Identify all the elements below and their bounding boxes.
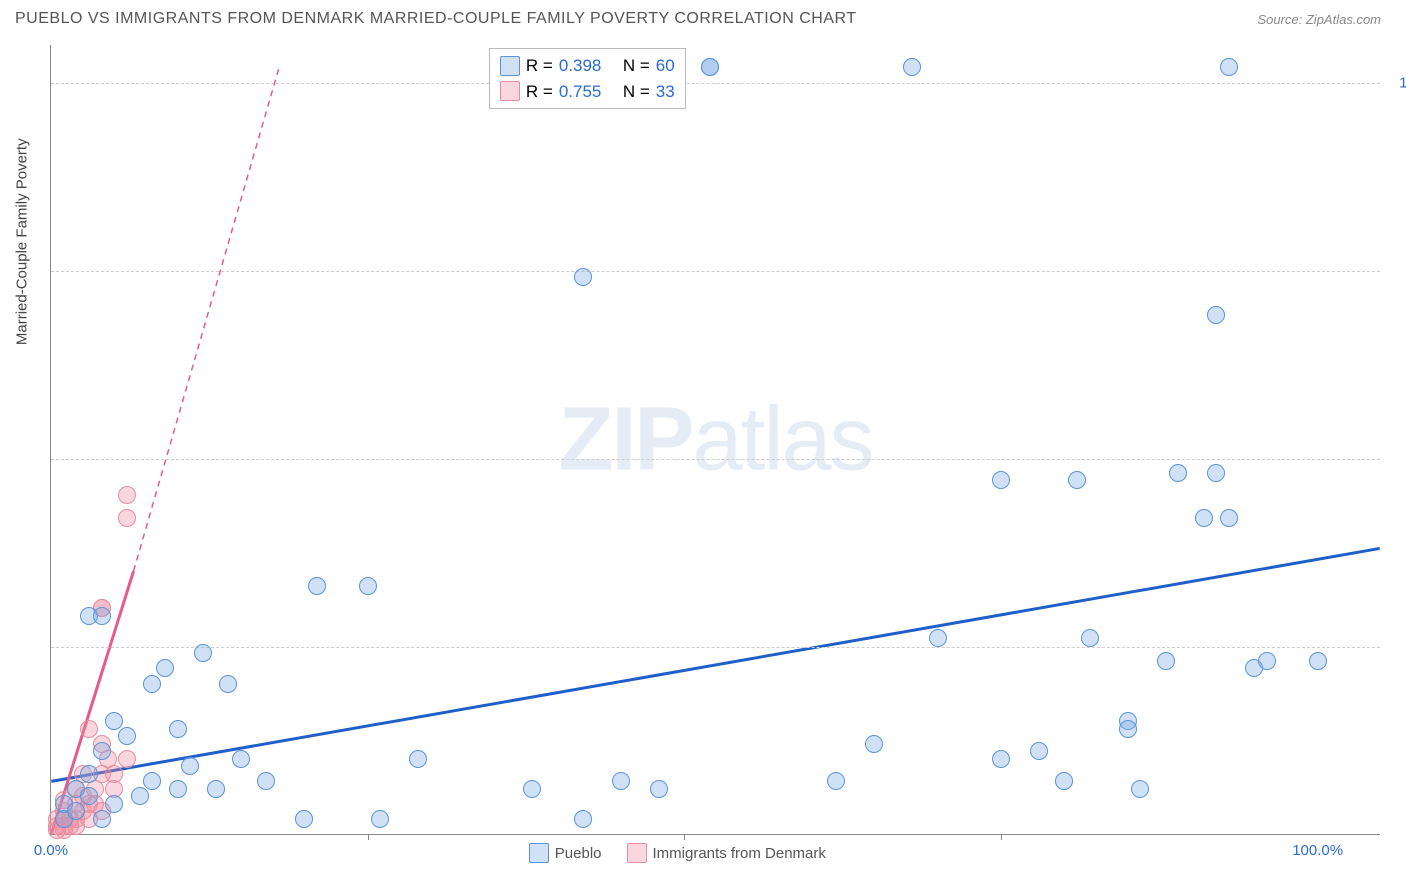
point-pueblo — [650, 780, 668, 798]
point-pueblo — [93, 607, 111, 625]
point-pueblo — [1055, 772, 1073, 790]
point-pueblo — [701, 58, 719, 76]
swatch-denmark-icon — [627, 843, 647, 863]
y-axis-label: Married-Couple Family Poverty — [14, 138, 31, 345]
y-tick-label: 75.0% — [1390, 262, 1406, 279]
x-tick-label: 100.0% — [1292, 842, 1343, 859]
series-legend: Pueblo Immigrants from Denmark — [529, 843, 826, 863]
point-pueblo — [1207, 464, 1225, 482]
n-value-a: 60 — [656, 53, 675, 79]
r-label: R = — [526, 79, 553, 105]
point-pueblo — [1081, 629, 1099, 647]
x-tick-label: 0.0% — [34, 842, 68, 859]
swatch-pueblo-icon — [500, 56, 520, 76]
point-pueblo — [181, 757, 199, 775]
point-pueblo — [67, 802, 85, 820]
plot-area: ZIPatlas 25.0%50.0%75.0%100.0%0.0%100.0% — [50, 45, 1380, 835]
point-pueblo — [169, 720, 187, 738]
point-pueblo — [156, 659, 174, 677]
point-pueblo — [1220, 509, 1238, 527]
point-pueblo — [1119, 720, 1137, 738]
point-pueblo — [131, 787, 149, 805]
point-pueblo — [865, 735, 883, 753]
point-pueblo — [1030, 742, 1048, 760]
point-denmark — [118, 486, 136, 504]
point-pueblo — [409, 750, 427, 768]
y-tick-label: 25.0% — [1390, 638, 1406, 655]
correlation-legend: R = 0.398 N = 60 R = 0.755 N = 33 — [489, 48, 686, 109]
r-value-b: 0.755 — [559, 79, 602, 105]
series-a-label: Pueblo — [555, 845, 602, 862]
point-pueblo — [1220, 58, 1238, 76]
point-pueblo — [80, 765, 98, 783]
point-pueblo — [827, 772, 845, 790]
point-pueblo — [992, 471, 1010, 489]
swatch-pueblo-icon — [529, 843, 549, 863]
r-value-a: 0.398 — [559, 53, 602, 79]
point-pueblo — [929, 629, 947, 647]
point-pueblo — [523, 780, 541, 798]
point-pueblo — [1207, 306, 1225, 324]
point-pueblo — [371, 810, 389, 828]
r-label: R = — [526, 53, 553, 79]
y-tick-label: 100.0% — [1390, 74, 1406, 91]
series-b-label: Immigrants from Denmark — [653, 845, 826, 862]
point-pueblo — [105, 795, 123, 813]
point-denmark — [118, 750, 136, 768]
point-pueblo — [1169, 464, 1187, 482]
point-pueblo — [93, 742, 111, 760]
n-label: N = — [623, 53, 650, 79]
point-pueblo — [308, 577, 326, 595]
point-pueblo — [118, 727, 136, 745]
point-pueblo — [143, 772, 161, 790]
point-pueblo — [574, 810, 592, 828]
point-pueblo — [992, 750, 1010, 768]
point-pueblo — [80, 787, 98, 805]
point-pueblo — [207, 780, 225, 798]
point-pueblo — [359, 577, 377, 595]
point-pueblo — [143, 675, 161, 693]
point-pueblo — [1195, 509, 1213, 527]
scatter-svg — [51, 45, 1380, 834]
swatch-denmark-icon — [500, 81, 520, 101]
point-pueblo — [1068, 471, 1086, 489]
point-pueblo — [574, 268, 592, 286]
n-value-b: 33 — [656, 79, 675, 105]
point-pueblo — [232, 750, 250, 768]
point-pueblo — [194, 644, 212, 662]
chart-title: PUEBLO VS IMMIGRANTS FROM DENMARK MARRIE… — [15, 10, 857, 28]
point-pueblo — [219, 675, 237, 693]
point-pueblo — [105, 712, 123, 730]
n-label: N = — [623, 79, 650, 105]
point-denmark — [118, 509, 136, 527]
point-pueblo — [903, 58, 921, 76]
point-pueblo — [1258, 652, 1276, 670]
y-tick-label: 50.0% — [1390, 450, 1406, 467]
point-pueblo — [169, 780, 187, 798]
point-pueblo — [295, 810, 313, 828]
point-denmark — [80, 720, 98, 738]
point-pueblo — [612, 772, 630, 790]
point-pueblo — [257, 772, 275, 790]
source-label: Source: ZipAtlas.com — [1257, 12, 1381, 27]
point-pueblo — [1157, 652, 1175, 670]
point-pueblo — [1309, 652, 1327, 670]
point-pueblo — [93, 810, 111, 828]
point-denmark — [105, 765, 123, 783]
point-pueblo — [1131, 780, 1149, 798]
